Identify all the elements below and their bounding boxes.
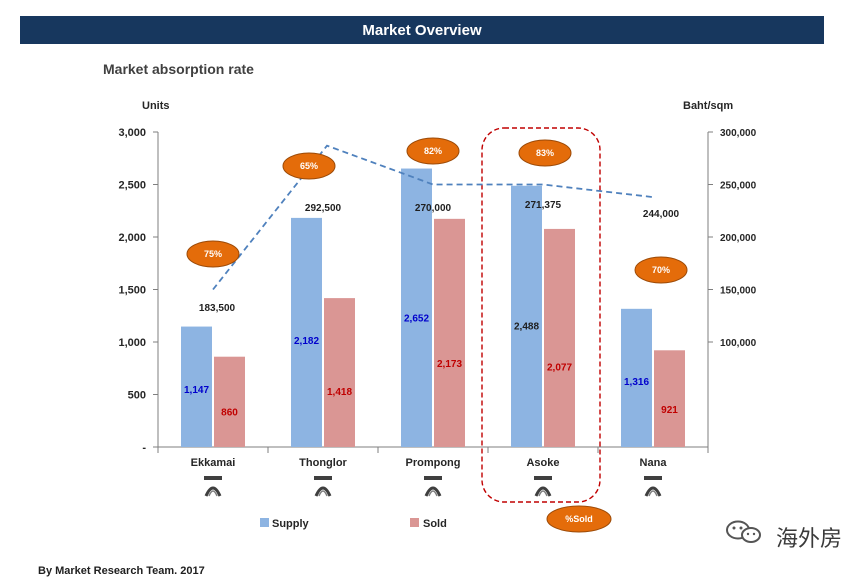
percent-sold-label: 65%	[300, 161, 318, 171]
sold-bar	[544, 228, 575, 447]
supply-bar	[511, 185, 542, 447]
bts-station-icon	[424, 476, 442, 497]
price-value-label: 183,500	[199, 303, 236, 314]
percent-sold-badge	[406, 137, 460, 165]
sold-value-label: 2,077	[547, 363, 572, 374]
percent-sold-label: 82%	[424, 146, 442, 156]
legend-supply-swatch	[260, 518, 269, 527]
category-label: Nana	[640, 457, 668, 469]
supply-value-label: 2,652	[404, 314, 429, 325]
category-label: Ekkamai	[191, 457, 236, 469]
y2-axis-title: Baht/sqm	[683, 100, 733, 112]
highlight-box-asoke	[481, 127, 601, 503]
legend-supply-label: Supply	[272, 518, 310, 530]
price-value-label: 292,500	[305, 203, 342, 214]
y2-tick-label: 300,000	[720, 128, 757, 139]
percent-sold-label: 70%	[652, 265, 670, 275]
bts-station-icon	[644, 476, 662, 497]
y2-tick-label: 250,000	[720, 181, 757, 192]
percent-sold-label: 83%	[536, 148, 554, 158]
sold-bar	[434, 218, 465, 447]
sold-value-label: 2,173	[437, 359, 462, 370]
legend-sold-swatch	[410, 518, 419, 527]
percent-sold-badge	[634, 256, 688, 284]
supply-value-label: 2,488	[514, 321, 539, 332]
sold-bar	[324, 298, 355, 447]
y-tick-label: 2,500	[118, 180, 146, 192]
percent-sold-label: 75%	[204, 249, 222, 259]
sold-bar	[214, 356, 245, 447]
y2-tick-label: 200,000	[720, 233, 757, 244]
y-axis-title: Units	[142, 100, 170, 112]
category-label: Prompong	[406, 457, 461, 469]
supply-value-label: 2,182	[294, 336, 319, 347]
chart-subtitle: Market absorption rate	[103, 61, 254, 77]
supply-value-label: 1,316	[624, 377, 649, 388]
supply-bar	[621, 308, 652, 447]
y-tick-label: 3,000	[118, 127, 146, 139]
bts-station-icon	[534, 476, 552, 497]
y2-tick-label: 100,000	[720, 338, 757, 349]
sold-value-label: 1,418	[327, 387, 352, 398]
price-line	[212, 144, 654, 291]
legend-sold-label: Sold	[423, 518, 447, 530]
price-value-label: 270,000	[415, 203, 452, 214]
supply-bar	[291, 217, 322, 447]
banner-title: Market Overview	[20, 16, 824, 44]
watermark-text: 海外房	[776, 527, 843, 552]
legend-percent-sold-label: %Sold	[565, 514, 593, 524]
y-tick-label: 1,500	[118, 285, 146, 297]
sold-bar	[654, 350, 685, 447]
sold-value-label: 921	[661, 405, 678, 416]
supply-bar	[181, 326, 212, 447]
price-value-label: 244,000	[643, 209, 680, 220]
bts-station-icon	[314, 476, 332, 497]
y-tick-label: 500	[128, 390, 146, 402]
y-tick-label: 2,000	[118, 232, 146, 244]
legend-percent-sold-badge	[546, 505, 612, 533]
y2-tick-label: 150,000	[720, 286, 757, 297]
sold-value-label: 860	[221, 407, 238, 418]
wechat-icon	[726, 520, 761, 543]
percent-sold-badge	[518, 139, 572, 167]
bts-station-icon	[204, 476, 222, 497]
category-label: Thonglor	[299, 457, 347, 469]
supply-value-label: 1,147	[184, 385, 209, 396]
y-tick-label: -	[142, 442, 146, 454]
supply-bar	[401, 168, 432, 448]
percent-sold-badge	[186, 240, 240, 268]
footer-credit: By Market Research Team. 2017	[38, 565, 205, 577]
price-value-label: 271,375	[525, 200, 562, 211]
category-label: Asoke	[526, 457, 559, 469]
percent-sold-badge	[282, 152, 336, 180]
y-tick-label: 1,000	[118, 337, 146, 349]
